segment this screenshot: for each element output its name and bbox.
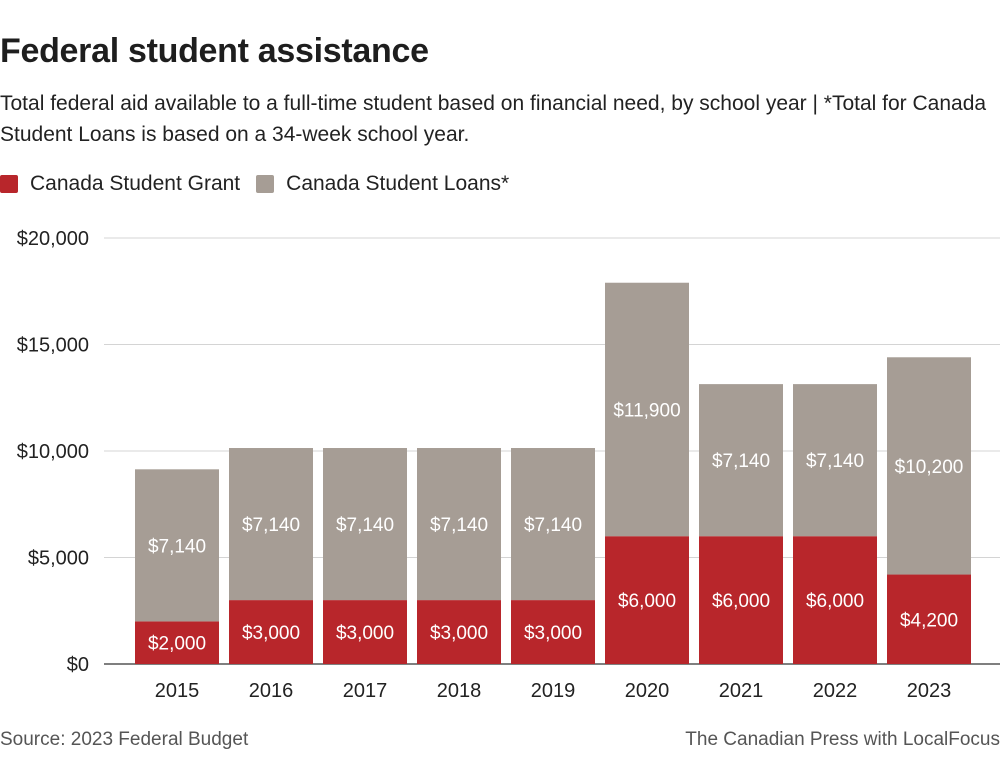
bar-loans-2020 [605,282,689,537]
bar-grant-2019 [511,600,595,664]
x-tick-label: 2017 [343,680,388,702]
x-tick-label: 2019 [531,680,576,702]
bar-grant-2023 [887,574,971,664]
data-label-grant: $3,000 [336,623,394,644]
data-label-loans: $7,140 [712,451,770,472]
legend: Canada Student Grant Canada Student Loan… [0,172,525,196]
chart-title: Federal student assistance [0,32,429,70]
data-label-loans: $7,140 [524,515,582,536]
legend-item-loans: Canada Student Loans* [256,172,509,196]
data-label-loans: $7,140 [242,515,300,536]
x-tick-label: 2023 [907,680,952,702]
data-label-grant: $6,000 [712,591,770,612]
x-tick-label: 2015 [155,680,200,702]
data-label-grant: $3,000 [430,623,488,644]
data-label-loans: $10,200 [895,457,964,478]
bar-grant-2020 [605,536,689,664]
y-tick-label: $15,000 [17,335,89,357]
bar-grant-2021 [699,536,783,664]
data-label-loans: $7,140 [148,536,206,557]
x-tick-label: 2016 [249,680,294,702]
bar-grant-2015 [135,621,219,664]
bar-loans-2015 [135,469,219,622]
data-label-grant: $6,000 [806,591,864,612]
y-tick-label: $5,000 [28,548,89,570]
source-note: Source: 2023 Federal Budget [0,729,249,750]
bar-loans-2018 [417,448,501,601]
legend-swatch-loans [256,175,275,193]
legend-label-grant: Canada Student Grant [30,172,241,195]
bar-loans-2023 [887,357,971,575]
bar-grant-2016 [229,600,313,664]
data-label-grant: $6,000 [618,591,676,612]
y-tick-label: $20,000 [17,228,89,250]
bar-grant-2017 [323,600,407,664]
bar-grant-2022 [793,536,877,664]
data-label-grant: $3,000 [524,623,582,644]
credit-note: The Canadian Press with LocalFocus [685,729,1000,750]
data-label-grant: $2,000 [148,634,206,655]
legend-label-loans: Canada Student Loans* [286,172,510,195]
bar-grant-2018 [417,600,501,664]
chart-subtitle: Total federal aid available to a full-ti… [0,92,987,146]
data-label-grant: $3,000 [242,623,300,644]
x-tick-label: 2021 [719,680,764,702]
x-tick-label: 2020 [625,680,670,702]
data-label-grant: $4,200 [900,610,958,631]
data-label-loans: $7,140 [806,451,864,472]
legend-item-grant: Canada Student Grant [0,172,240,196]
x-tick-label: 2018 [437,680,482,702]
data-label-loans: $7,140 [430,515,488,536]
data-label-loans: $7,140 [336,515,394,536]
bar-loans-2017 [323,448,407,601]
data-label-loans: $11,900 [613,400,680,421]
x-tick-label: 2022 [813,680,858,702]
bar-loans-2019 [511,448,595,601]
bar-loans-2016 [229,448,313,601]
stacked-bar-chart: $0 $5,000 $10,000 $15,000 $20,000 $2,000 $7,14… [17,228,1000,702]
y-tick-label: $0 [67,654,89,676]
bar-loans-2021 [699,384,783,537]
legend-swatch-grant [0,175,18,193]
y-tick-label: $10,000 [17,441,89,463]
bar-loans-2022 [793,384,877,537]
